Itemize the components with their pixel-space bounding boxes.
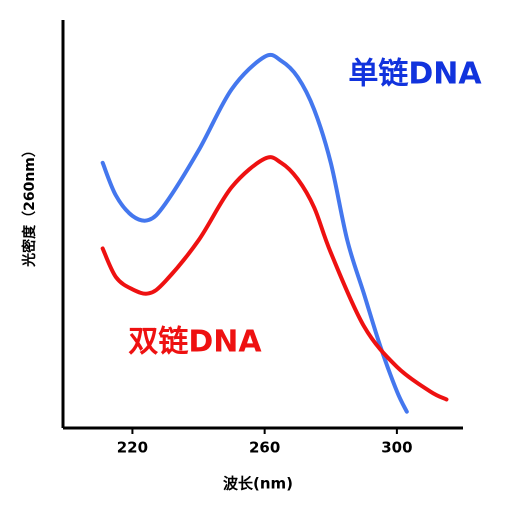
series-label: 双链DNA [128, 325, 262, 360]
x-axis-label: 波长(nm) [223, 475, 293, 493]
x-tick-label: 220 [117, 439, 148, 457]
x-tick-label: 300 [381, 439, 412, 457]
x-tick-label: 260 [249, 439, 280, 457]
series-label: 单链DNA [348, 57, 482, 92]
line [100, 155, 449, 402]
line [100, 52, 409, 414]
y-axis-label: 光密度（260nm） [21, 143, 38, 268]
